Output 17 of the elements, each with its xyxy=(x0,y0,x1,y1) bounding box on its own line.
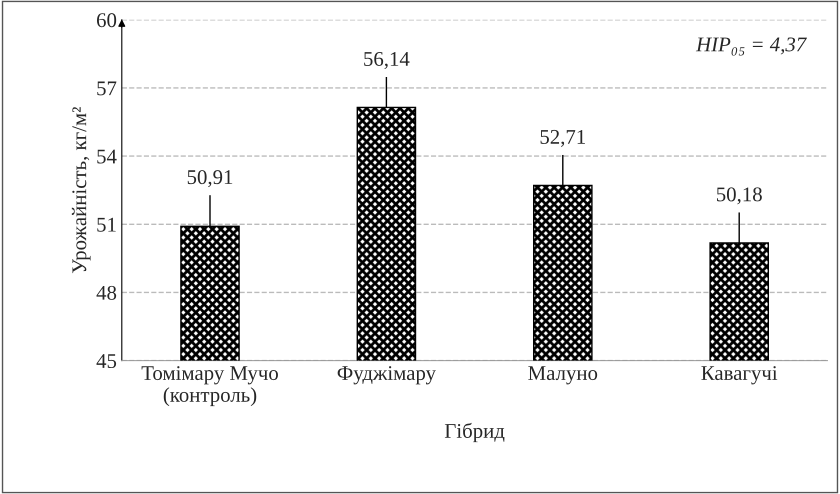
data-label: 52,71 xyxy=(540,130,585,147)
y-tick-label: 54 xyxy=(97,150,117,164)
x-tick-label: Кавагучі xyxy=(701,366,778,384)
data-label: 50,91 xyxy=(188,170,232,188)
x-axis-title: Гібрид xyxy=(444,422,504,442)
data-label: 56,14 xyxy=(364,52,410,69)
x-tick-label: Томімару Мучо (контроль) xyxy=(142,366,278,406)
x-tick-label: Фуджімару xyxy=(338,366,436,384)
x-tick-label: Малуно xyxy=(528,366,598,384)
y-tick-label: 60 xyxy=(97,13,116,28)
annotation: НІР₀₅ = 4,37 xyxy=(696,37,807,56)
y-tick-label: 48 xyxy=(96,286,116,300)
y-tick-label: 57 xyxy=(97,82,116,96)
y-axis-title: Урожайність, кг/м² xyxy=(72,107,91,274)
y-tick-label: 51 xyxy=(97,218,116,232)
data-label: 50,18 xyxy=(716,187,762,204)
y-tick-label: 45 xyxy=(96,354,116,368)
